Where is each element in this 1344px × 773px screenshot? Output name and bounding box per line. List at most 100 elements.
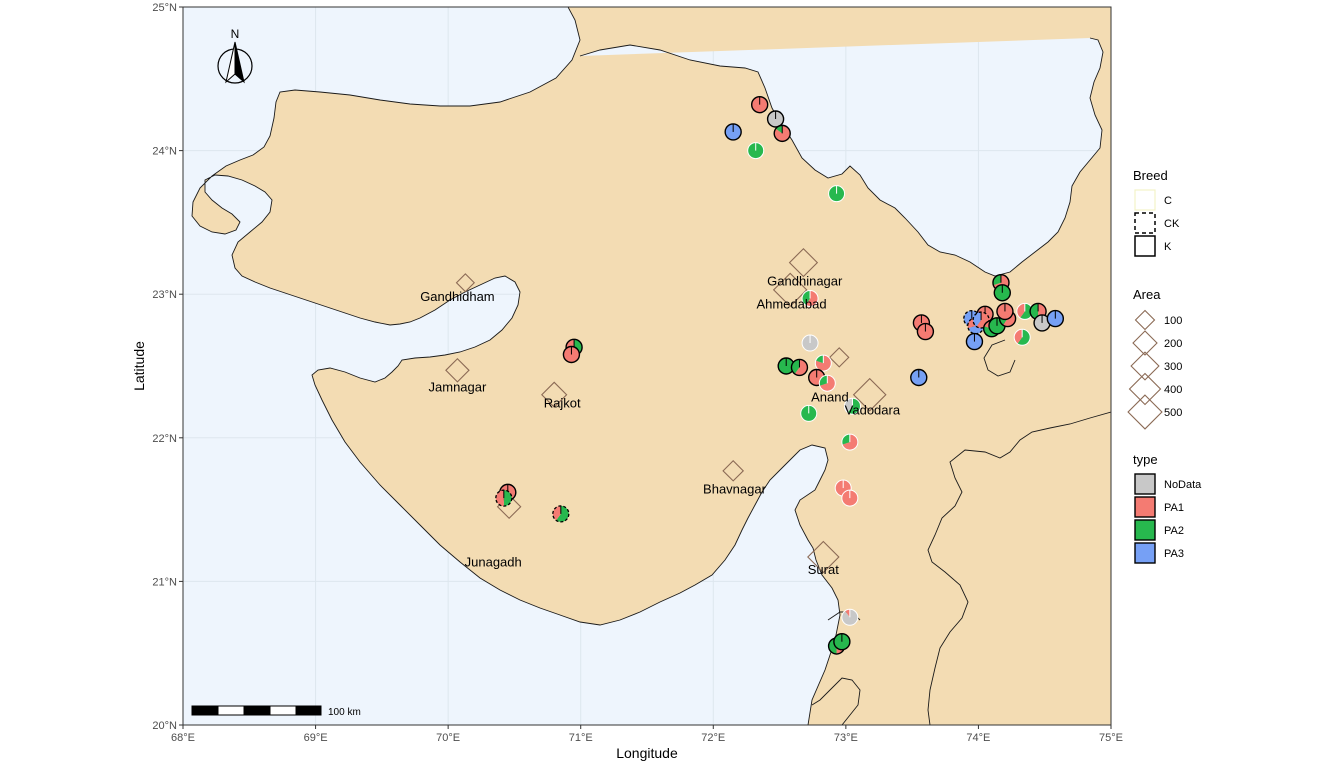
sample-pie [552,505,570,523]
pie-slice-pa2 [847,398,861,415]
sample-pie [562,345,581,364]
pie-slice-nodata [841,609,858,626]
sample-pie [1013,328,1031,346]
sample-pie [833,633,851,651]
x-tick-label: 71°E [569,732,593,744]
city-label-gandhidham: Gandhidham [420,289,494,304]
city-label-surat: Surat [808,562,839,577]
legend-type-key-pa2 [1134,519,1156,541]
legend-area-key [1130,351,1160,381]
pie-slice-pa2 [1017,329,1031,346]
legend-breed-label: CK [1164,218,1180,230]
legend-area-key [1128,372,1162,406]
north-arrow: N [217,27,253,84]
north-arrow-label: N [231,27,240,41]
pie-slice-pa2 [802,290,811,305]
city-marker-rajkot [541,381,568,408]
pie-slice-pa1 [552,505,561,521]
sample-pie [814,354,832,372]
legend-breed-key-k [1134,235,1156,257]
sample-pie [750,95,769,114]
city-marker-surat [807,540,840,574]
legend-breed: Breed C CK K [1133,168,1180,257]
legend-breed-label: C [1164,195,1172,207]
pie-slice-pa1 [1014,329,1023,344]
pie-slice-pa2 [503,490,512,507]
land-area [191,7,1111,725]
x-tick-label: 68°E [171,732,195,744]
legend-type-title: type [1133,452,1158,467]
legend-area-label: 500 [1164,407,1182,419]
legend-type-label: NoData [1164,479,1202,491]
legend-type-key-pa1 [1134,496,1156,518]
scale-bar-seg-5 [295,705,322,716]
legend-type-label: PA2 [1164,525,1184,537]
city-labels: Gandhidham Jamnagar Rajkot Junagadh Bhavnaga… [420,273,901,577]
sample-pie [801,290,819,308]
scale-bar-seg-2 [217,705,245,716]
legend-breed-title: Breed [1133,168,1168,183]
city-marker-anand [828,347,850,368]
legend-area-label: 100 [1164,315,1182,327]
legend-area: Area 100 200 300 400 500 [1127,287,1182,430]
pie-slice-pa2 [815,355,824,364]
legend-area-label: 300 [1164,361,1182,373]
pie-slice-pa2 [819,375,828,386]
legend-breed-key-c [1134,189,1156,211]
city-marker-gandhidham [455,273,476,293]
x-tick-label: 70°E [436,732,460,744]
sample-pie [1046,309,1065,328]
x-tick-label: 75°E [1099,732,1123,744]
sample-pie [828,185,846,203]
city-marker-vadodara [852,377,887,412]
y-tick-label: 23°N [152,289,177,301]
sample-pies [495,95,1065,655]
sample-pie [1029,302,1047,321]
city-label-ahmedabad: Ahmedabad [756,296,826,311]
legend-area-label: 400 [1164,384,1182,396]
pie-slice-pa1 [794,359,808,376]
city-label-rajkot: Rajkot [544,395,581,410]
sample-pie [800,404,818,422]
legend-type-label: PA3 [1164,548,1184,560]
city-marker-ahmedabad [772,272,808,308]
y-tick-label: 24°N [152,146,177,158]
sample-pie [773,124,791,143]
city-marker-jamnagar [445,357,470,383]
y-tick-label: 22°N [152,433,177,445]
y-tick-label: 21°N [152,576,177,588]
scale-bar-seg-1 [191,705,219,716]
scale-bar-label: 100 km [328,707,361,718]
legend-area-key [1127,394,1163,430]
x-tick-label: 69°E [304,732,328,744]
sample-pie [916,322,935,341]
sample-pie [841,608,859,626]
scale-bar-seg-3 [243,705,271,716]
sample-pie [495,489,513,507]
pie-slice-pa1 [1016,303,1025,318]
city-label-jamnagar: Jamnagar [429,380,487,395]
sample-pie [910,368,928,387]
sample-pie [841,433,859,451]
city-markers [445,247,887,574]
sample-pie [818,374,836,392]
legend-area-key [1134,309,1156,331]
pie-slice-pa2 [841,434,850,445]
pie-slice-pa1 [805,290,819,307]
x-tick-label: 72°E [701,732,725,744]
y-axis-title: Latitude [131,341,147,391]
panel-border [182,6,1112,726]
sample-pie [1016,302,1034,320]
legend-breed-label: K [1164,241,1172,253]
city-marker-gandhinagar [788,247,819,278]
sample-pie [993,284,1011,302]
pie-slice-pa2 [556,505,569,522]
legend-type: type NoData PA1 PA2 PA3 [1133,452,1202,564]
city-label-bhavnagar: Bhavnagar [703,481,767,496]
x-axis: 68°E 69°E 70°E 71°E 72°E 73°E 74°E 75°E [171,725,1123,744]
legend-area-key [1132,330,1158,356]
x-axis-title: Longitude [616,745,678,761]
pie-slice-pa2 [992,274,1001,286]
